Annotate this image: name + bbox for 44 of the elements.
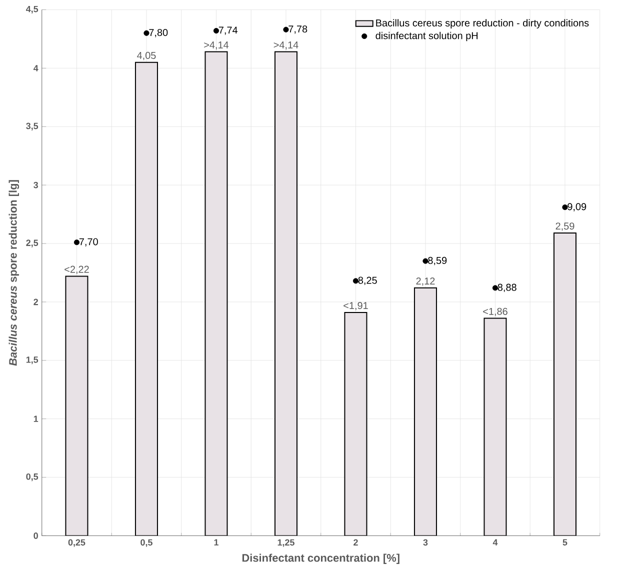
x-tick-label: 4 [492,539,498,546]
y-tick-label: 1,5 [26,356,38,364]
y-axis-title: Bacillus cereus spore reduction [lg] [8,180,20,366]
data-label: 4,05 [137,52,156,60]
point [283,26,289,32]
annotation: 7,70 [79,238,98,246]
point [562,204,568,210]
x-tick-label: 1,25 [278,539,294,547]
legend-label: disinfectant solution pH [376,32,478,42]
legend-label: Bacillus cereus spore reduction - dirty conditions [376,19,589,28]
y-tick-label: 2,5 [26,240,38,248]
annotation: 7,78 [288,25,308,34]
data-label: <1,86 [483,308,508,316]
point [213,28,220,34]
x-tick-label: 1 [214,539,218,546]
annotation: 7,74 [218,26,238,35]
x-tick-label: 5 [562,539,568,546]
y-tick-label: 4,5 [26,6,38,14]
y-tick-label: 4 [33,65,38,72]
point [422,258,428,264]
data-label: >4,14 [274,41,298,50]
data-label: <2,22 [64,266,89,274]
y-tick-label: 2 [34,298,38,306]
x-tick-label: 2 [354,539,358,546]
x-tick-label: 3 [423,539,428,546]
y-tick-label: 3,5 [26,122,38,130]
annotation: 8,25 [358,276,377,286]
point [144,30,150,36]
y-tick-label: 0 [34,532,38,539]
y-tick-label: 3 [34,182,38,188]
data-label: <1,91 [344,302,368,310]
annotation: 8,88 [498,284,516,292]
y-tick-label: 0,5 [26,473,38,482]
annotation: 7,80 [149,28,168,38]
annotation: 9,09 [568,203,586,212]
data-label: >4,14 [204,41,229,50]
x-axis-title: Disinfectant concentration [%] [242,554,400,564]
point [74,240,80,246]
x-tick-label: 0,25 [68,539,86,547]
data-label: 2,12 [416,278,435,286]
y-tick-label: 1 [34,416,38,422]
data-label: 2,59 [556,222,574,231]
annotation: 8,59 [428,256,447,266]
x-tick-label: 0,5 [140,539,152,547]
